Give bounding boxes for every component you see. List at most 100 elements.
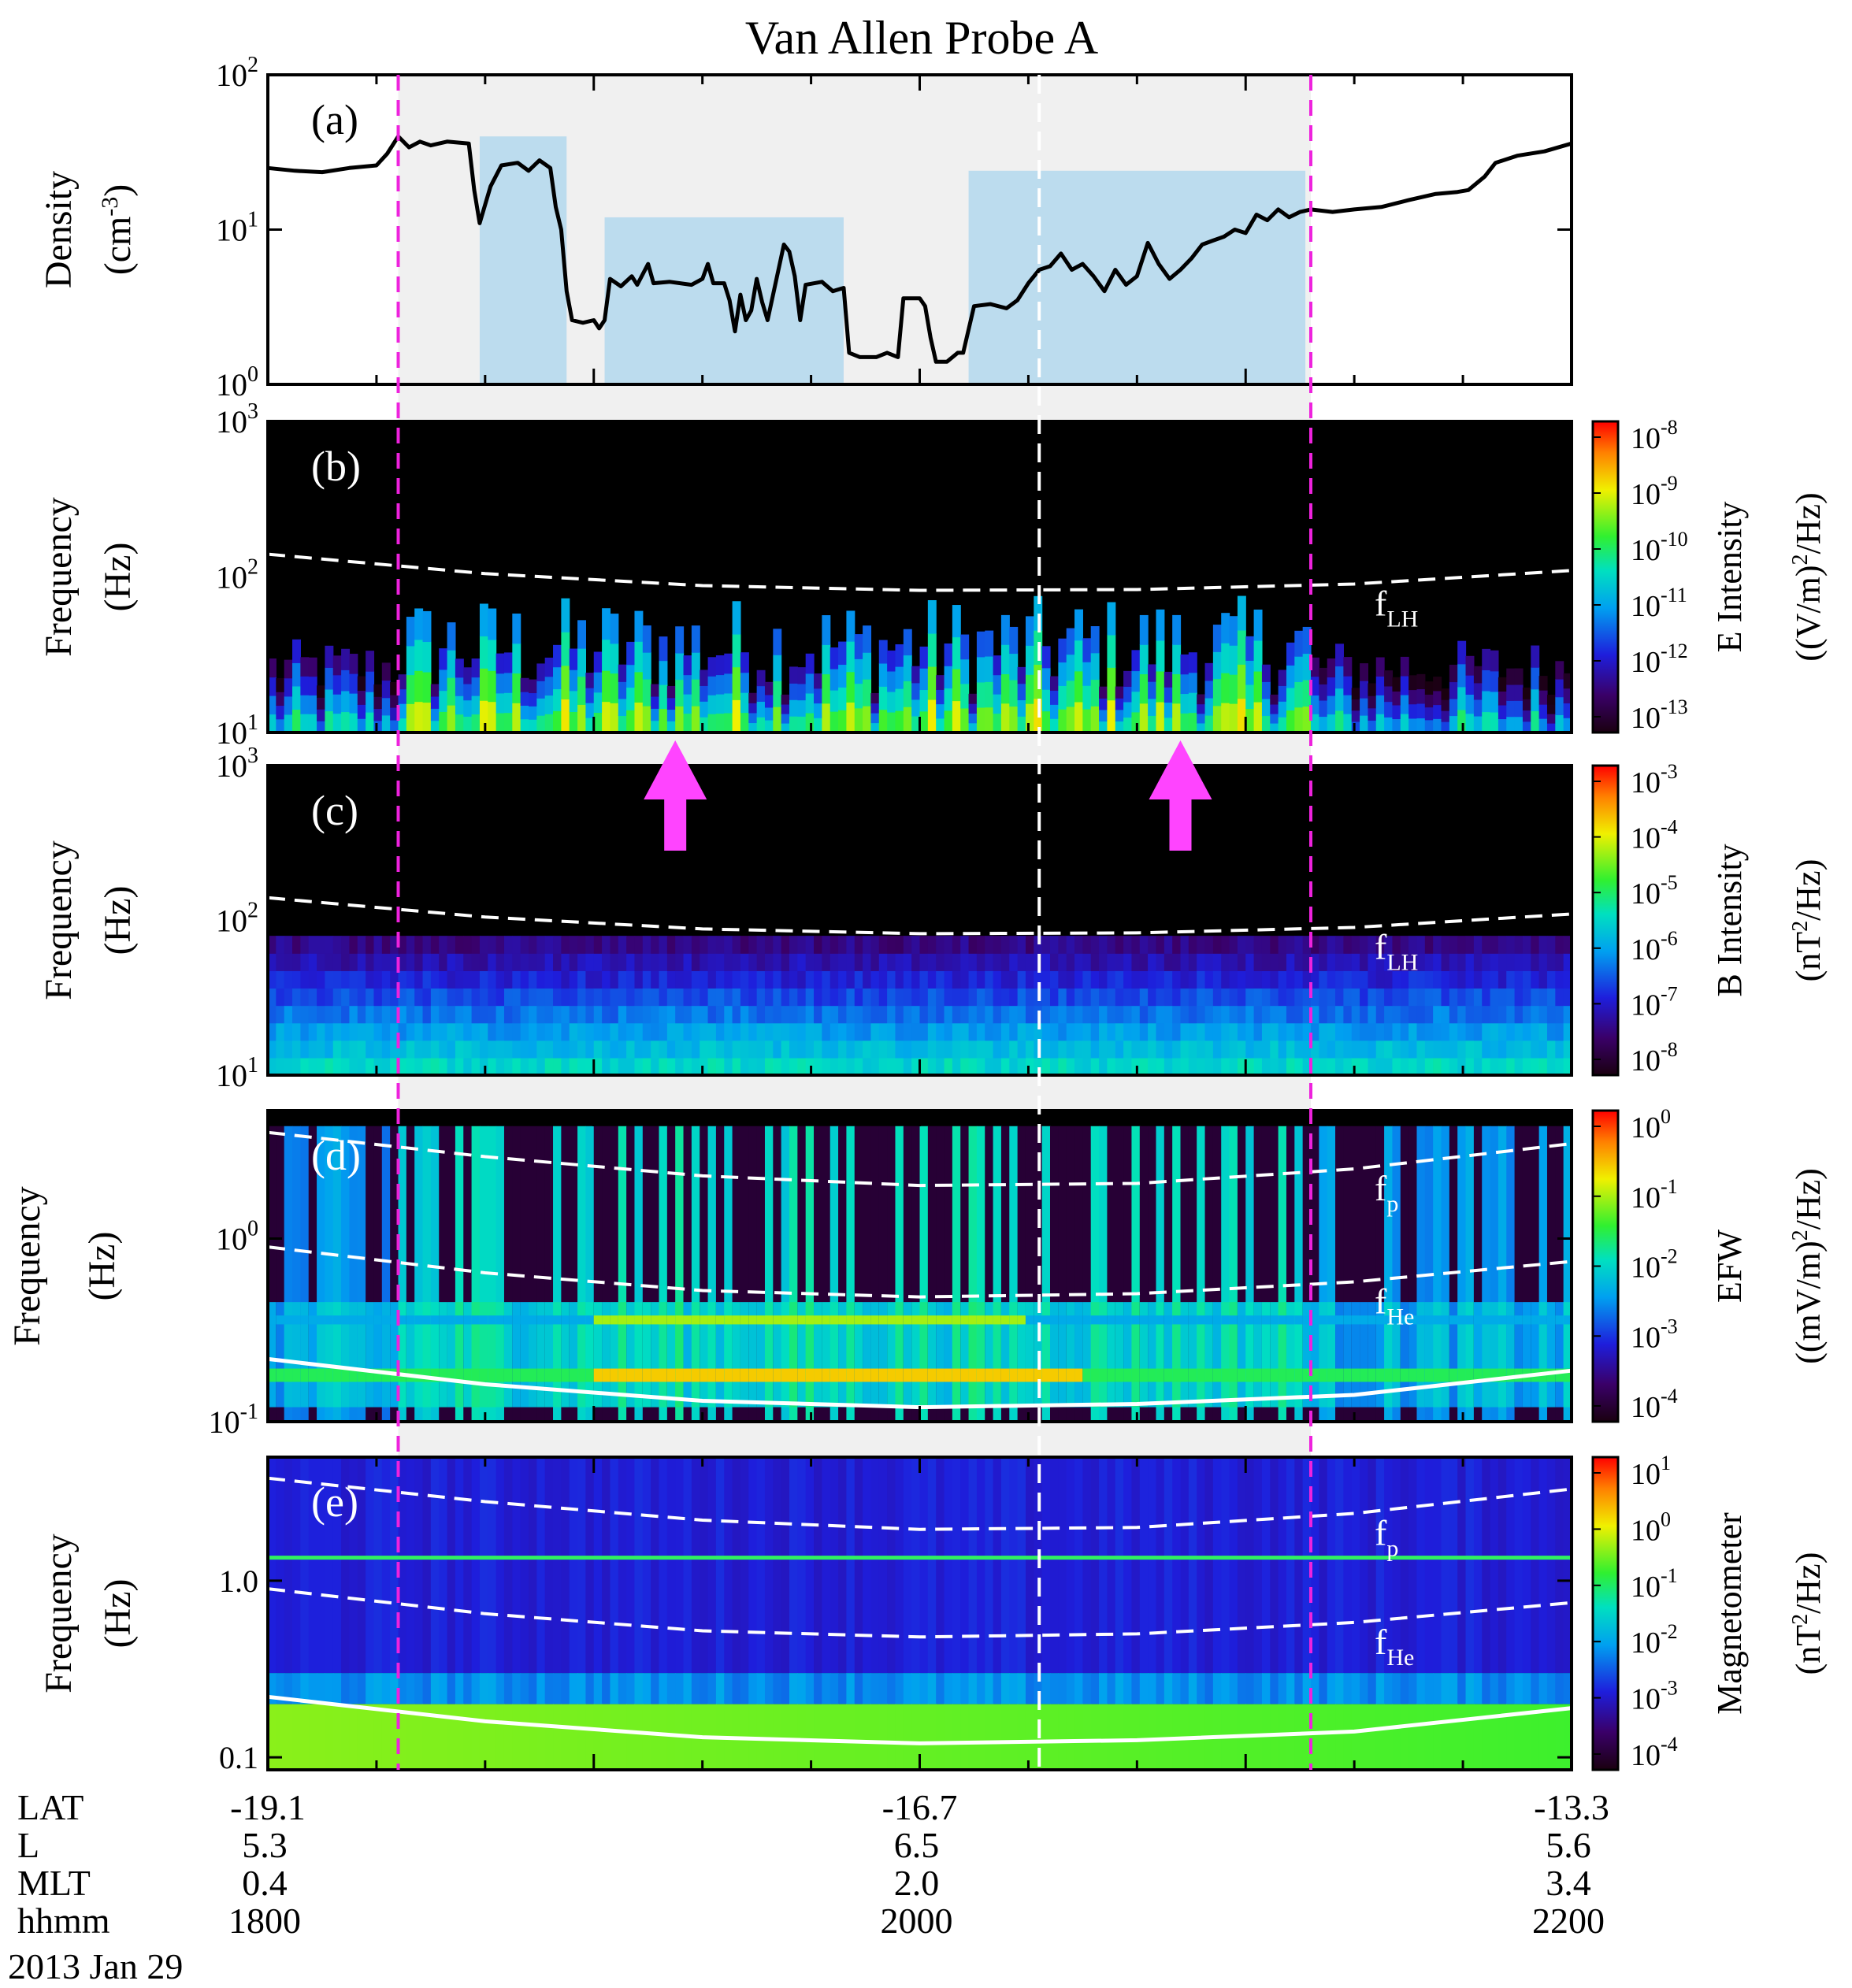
b-spectrum-cell [553, 1057, 562, 1076]
efw-band2-cell [561, 1315, 570, 1325]
b-spectrum-cell [1563, 1022, 1572, 1041]
b-spectrum-cell [1188, 988, 1197, 1007]
efw-column [300, 1126, 310, 1422]
b-spectrum-cell [1335, 1057, 1344, 1076]
b-spectrum-cell [863, 936, 872, 954]
b-spectrum-cell [740, 1005, 749, 1024]
efw-band2-cell [1131, 1315, 1141, 1325]
e-spectrum-cell [373, 684, 383, 697]
efw-band2-cell [870, 1315, 880, 1325]
e-spectrum-cell [724, 673, 733, 694]
efw-lowband-cell [789, 1302, 798, 1408]
mag-lower-cell [553, 1704, 562, 1770]
b-spectrum-cell [366, 1005, 375, 1024]
efw-column [398, 1126, 407, 1422]
e-spectrum-cell [488, 608, 497, 640]
b-spectrum-cell [1473, 988, 1483, 1007]
e-spectrum-cell [455, 658, 464, 678]
b-spectrum-cell [1115, 953, 1124, 971]
efw-lowband-cell [512, 1302, 521, 1408]
b-spectrum-cell [1237, 1005, 1246, 1024]
efw-lowband-cell [1017, 1302, 1026, 1408]
b-spectrum-cell [887, 1040, 896, 1059]
e-spectrum-cell [479, 700, 488, 733]
efw-band2-cell [878, 1315, 888, 1325]
efw-band2-cell [903, 1315, 912, 1325]
b-spectrum-cell [414, 953, 424, 971]
mag-upper-cell [1498, 1457, 1507, 1674]
b-spectrum-cell [1522, 1022, 1531, 1041]
mag-mid-cell [1172, 1673, 1182, 1704]
b-spectrum-cell [1433, 970, 1442, 989]
y-tick-label-sup: 2 [247, 555, 258, 580]
mag-mid-cell [814, 1673, 822, 1704]
efw-column [390, 1126, 399, 1422]
mag-lower-cell [503, 1704, 513, 1770]
e-spectrum-cell [1025, 645, 1034, 675]
b-spectrum-cell [634, 1057, 644, 1076]
f-He-label: fHe [1375, 1622, 1414, 1671]
b-spectrum-cell [503, 936, 513, 954]
b-spectrum-cell [927, 988, 937, 1007]
efw-lowband-cell [463, 1302, 473, 1408]
mag-mid-cell [1123, 1673, 1133, 1704]
e-spectrum-cell [1465, 675, 1475, 695]
mag-lower-cell [1498, 1704, 1507, 1770]
e-spectrum-cell [1555, 678, 1564, 698]
e-spectrum-cell [863, 679, 872, 707]
efw-band2-cell [756, 1315, 766, 1325]
b-spectrum-cell [349, 1057, 358, 1076]
b-spectrum-cell [846, 1057, 855, 1076]
efw-band2-cell [1123, 1315, 1133, 1325]
b-spectrum-cell [911, 953, 921, 971]
efw-lowband-cell [700, 1302, 709, 1408]
efw-band2-cell [1270, 1315, 1279, 1325]
y-axis-unit: (Hz) [97, 543, 139, 612]
b-spectrum-cell [1229, 936, 1238, 954]
efw-column [1188, 1126, 1197, 1422]
mag-lower-cell [439, 1704, 448, 1770]
b-spectrum-cell [332, 936, 342, 954]
e-spectrum-cell [488, 639, 497, 671]
b-spectrum-cell [1506, 1005, 1516, 1024]
b-spectrum-cell [1278, 970, 1287, 989]
b-spectrum-cell [1514, 1005, 1524, 1024]
efw-column [593, 1126, 603, 1422]
mag-upper-cell [797, 1457, 807, 1674]
e-spectrum-cell [1017, 683, 1026, 701]
b-spectrum-cell [366, 1040, 375, 1059]
b-spectrum-cell [512, 970, 521, 989]
efw-band-cell [618, 1368, 627, 1382]
e-spectrum-cell [789, 699, 798, 717]
e-spectrum-cell [626, 664, 636, 688]
b-spectrum-cell [756, 1005, 766, 1024]
e-spectrum-cell [895, 666, 904, 689]
e-spectrum-cell [414, 608, 424, 640]
b-spectrum-cell [495, 970, 505, 989]
e-spectrum-cell [1531, 710, 1540, 733]
b-spectrum-cell [1197, 1057, 1206, 1076]
b-spectrum-cell [1148, 936, 1157, 954]
efw-band2-cell [495, 1315, 505, 1325]
e-spectrum-cell [1335, 644, 1344, 667]
b-spectrum-cell [471, 936, 481, 954]
b-spectrum-cell [1180, 1022, 1190, 1041]
b-spectrum-cell [447, 953, 456, 971]
efw-column [960, 1126, 970, 1422]
b-spectrum-cell [553, 936, 562, 954]
efw-lowband-cell [308, 1302, 317, 1408]
b-spectrum-cell [561, 970, 570, 989]
e-spectrum-cell [430, 684, 440, 697]
y-tick-label-sup: 1 [247, 710, 258, 735]
e-spectrum-cell [1099, 709, 1108, 722]
e-spectrum-cell [1270, 713, 1279, 724]
e-spectrum-cell [447, 705, 456, 733]
efw-lowband-cell [1139, 1302, 1149, 1408]
e-spectrum-cell [854, 634, 863, 659]
e-spectrum-cell [1131, 650, 1141, 672]
b-spectrum-cell [561, 1040, 570, 1059]
mag-mid-cell [1343, 1673, 1353, 1704]
b-spectrum-cell [1058, 1022, 1067, 1041]
e-spectrum-cell [936, 703, 945, 719]
b-spectrum-cell [952, 936, 961, 954]
